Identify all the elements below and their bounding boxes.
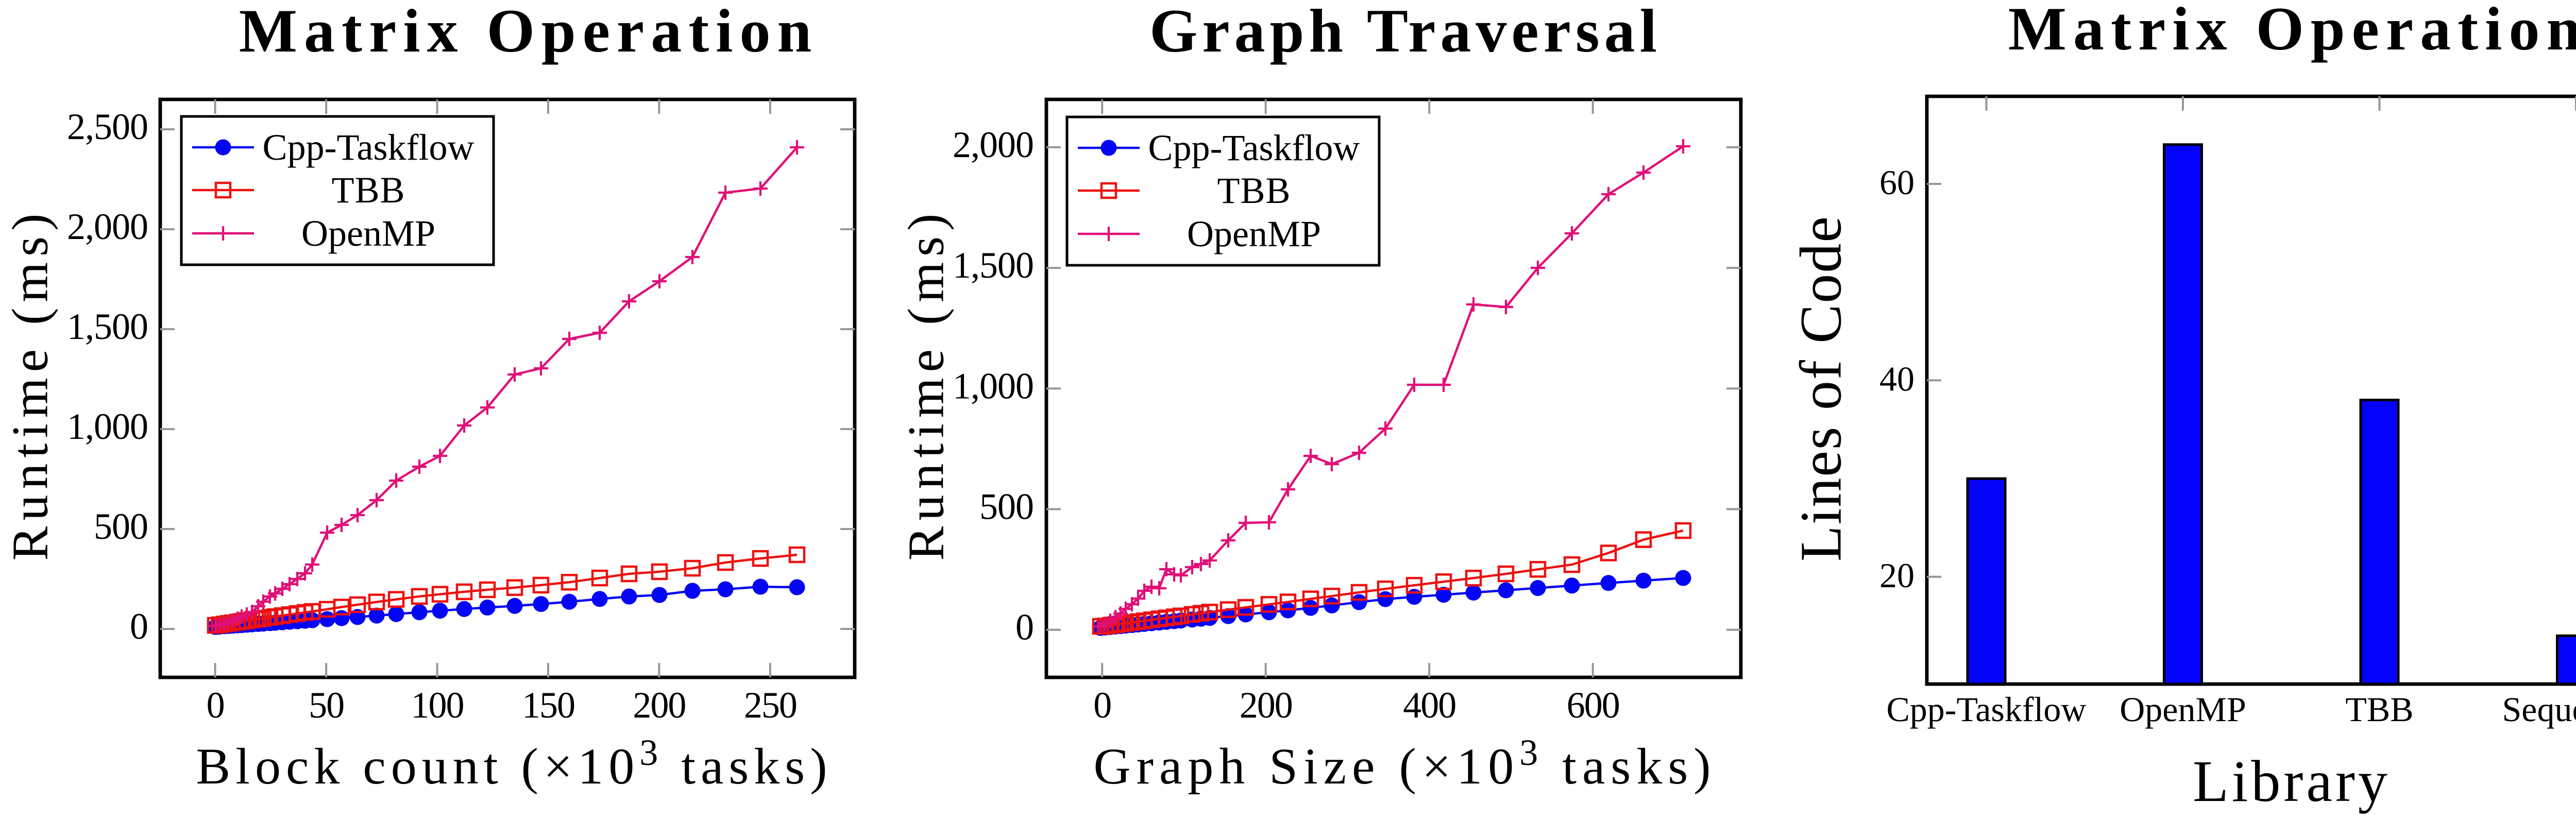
svg-text:TBB: TBB xyxy=(1217,170,1291,211)
svg-text:150: 150 xyxy=(522,685,574,726)
svg-text:500: 500 xyxy=(94,506,148,547)
svg-text:Block count (×103 tasks): Block count (×103 tasks) xyxy=(196,732,832,795)
svg-text:400: 400 xyxy=(1403,685,1455,726)
svg-text:2,000: 2,000 xyxy=(953,124,1033,165)
svg-text:40: 40 xyxy=(1879,359,1914,398)
svg-text:OpenMP: OpenMP xyxy=(301,213,435,254)
svg-text:Cpp-Taskflow: Cpp-Taskflow xyxy=(263,127,474,168)
svg-text:0: 0 xyxy=(1015,607,1033,648)
svg-text:60: 60 xyxy=(1879,163,1914,202)
svg-text:200: 200 xyxy=(633,685,685,726)
svg-text:200: 200 xyxy=(1240,685,1292,726)
svg-text:1,500: 1,500 xyxy=(953,245,1033,286)
svg-text:Lines of Code: Lines of Code xyxy=(1788,215,1854,561)
svg-text:Matrix Operation: Matrix Operation xyxy=(239,0,818,65)
svg-text:2,000: 2,000 xyxy=(67,206,148,247)
svg-text:Cpp-Taskflow: Cpp-Taskflow xyxy=(1148,127,1360,168)
svg-text:TBB: TBB xyxy=(2345,690,2413,729)
svg-text:100: 100 xyxy=(411,685,464,726)
svg-text:2,500: 2,500 xyxy=(67,106,148,147)
svg-text:TBB: TBB xyxy=(331,169,405,211)
svg-text:0: 0 xyxy=(207,685,224,726)
svg-text:OpenMP: OpenMP xyxy=(2120,690,2246,729)
svg-text:Cpp-Taskflow: Cpp-Taskflow xyxy=(1886,690,2086,729)
svg-text:1,000: 1,000 xyxy=(953,365,1033,406)
svg-text:1,000: 1,000 xyxy=(67,406,148,447)
svg-text:Matrix Operation: Matrix Operation xyxy=(2008,0,2576,63)
svg-text:1,500: 1,500 xyxy=(67,306,148,347)
svg-text:Runtime (ms): Runtime (ms) xyxy=(897,208,955,561)
svg-text:Graph Traversal: Graph Traversal xyxy=(1149,0,1662,65)
svg-text:OpenMP: OpenMP xyxy=(1187,213,1321,254)
svg-text:Sequential: Sequential xyxy=(2502,690,2576,729)
svg-text:Graph Size (×103 tasks): Graph Size (×103 tasks) xyxy=(1093,732,1716,795)
svg-text:0: 0 xyxy=(1093,685,1111,726)
svg-text:50: 50 xyxy=(309,685,344,726)
svg-text:20: 20 xyxy=(1879,556,1914,595)
svg-text:500: 500 xyxy=(979,486,1033,527)
svg-text:600: 600 xyxy=(1567,685,1619,726)
svg-text:0: 0 xyxy=(130,606,148,647)
svg-text:Library: Library xyxy=(2193,748,2391,814)
svg-text:Runtime (ms): Runtime (ms) xyxy=(2,208,59,561)
svg-text:250: 250 xyxy=(744,685,796,726)
